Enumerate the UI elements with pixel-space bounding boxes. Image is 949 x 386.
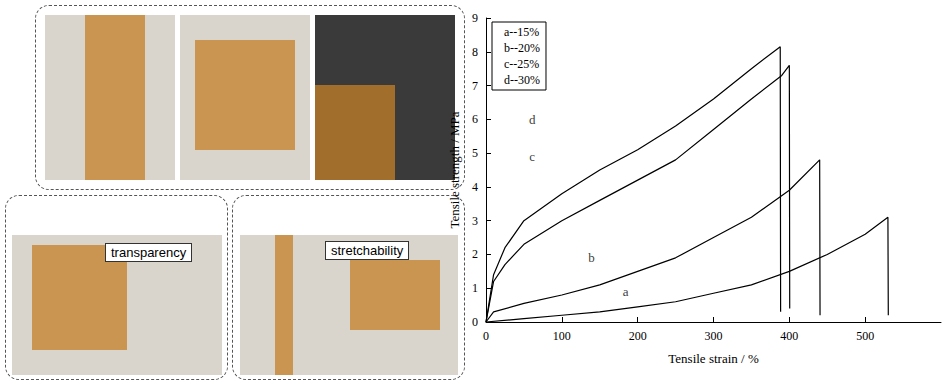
svg-text:Tensile strain / %: Tensile strain / % [668, 351, 759, 366]
svg-text:7: 7 [472, 79, 478, 93]
svg-text:400: 400 [780, 329, 798, 343]
svg-text:a: a [623, 284, 629, 299]
svg-text:0: 0 [483, 329, 489, 343]
html-text:transparency: transparency [111, 245, 187, 260]
svg-text:5: 5 [472, 146, 478, 160]
svg-text:6: 6 [472, 112, 478, 126]
svg-text:500: 500 [856, 329, 874, 343]
svg-text:300: 300 [705, 329, 723, 343]
svg-text:2: 2 [472, 247, 478, 261]
svg-text:c--25%: c--25% [504, 57, 539, 71]
svg-text:b--20%: b--20% [504, 41, 540, 55]
svg-text:d: d [529, 112, 536, 127]
svg-text:b: b [588, 250, 595, 265]
svg-text:a--15%: a--15% [504, 25, 539, 39]
svg-text:d--30%: d--30% [504, 73, 540, 87]
html-text:stretchability: stretchability [331, 243, 404, 258]
svg-text:0: 0 [472, 315, 478, 329]
svg-text:3: 3 [472, 214, 478, 228]
svg-text:c: c [529, 149, 535, 164]
svg-text:9: 9 [472, 11, 478, 25]
svg-text:200: 200 [629, 329, 647, 343]
svg-text:8: 8 [472, 45, 478, 59]
svg-text:100: 100 [553, 329, 571, 343]
svg-text:4: 4 [472, 180, 478, 194]
svg-text:1: 1 [472, 281, 478, 295]
svg-text:Tensile strength / MPa: Tensile strength / MPa [447, 111, 462, 228]
